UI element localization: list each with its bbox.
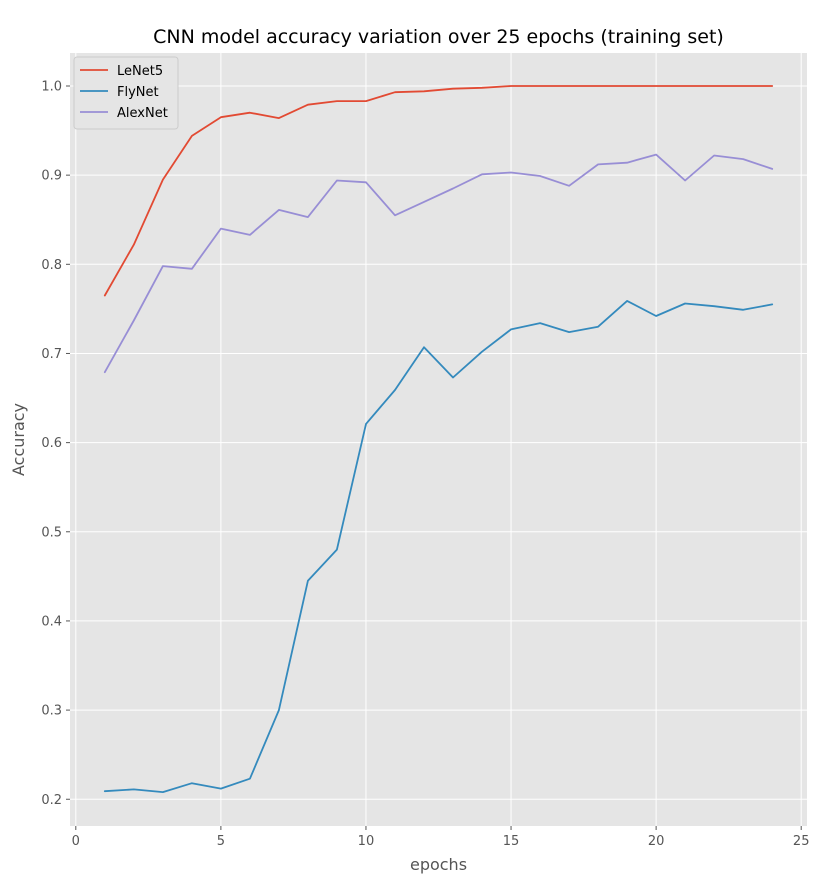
y-tick-label: 0.4 (41, 614, 62, 629)
x-tick-label: 5 (217, 834, 225, 849)
series-line-alexnet (103, 153, 774, 374)
x-tick-label: 20 (648, 834, 665, 849)
y-tick-label: 0.8 (41, 258, 62, 273)
chart-title: CNN model accuracy variation over 25 epo… (153, 26, 724, 48)
y-tick-label: 0.5 (41, 525, 62, 540)
plot-area (70, 53, 807, 826)
x-tick-label: 0 (72, 834, 80, 849)
y-tick-label: 0.3 (41, 704, 62, 719)
x-tick-label: 10 (358, 834, 375, 849)
y-tick-label: 0.7 (41, 347, 62, 362)
legend: LeNet5 FlyNet AlexNet (73, 56, 179, 130)
series-line-flynet (103, 299, 774, 793)
series-line-lenet5 (103, 85, 774, 297)
legend-label: LeNet5 (117, 64, 163, 79)
y-tick-label: 0.6 (41, 436, 62, 451)
x-tick-label: 25 (793, 834, 810, 849)
series-lines (103, 85, 774, 793)
y-tick-label: 1.0 (41, 79, 62, 94)
y-tick-label: 0.9 (41, 169, 62, 184)
x-axis-label: epochs (410, 855, 467, 874)
axis-ticks: 0 5 10 15 20 25 0.2 0.3 0.4 0.5 0.6 0.7 0.8 0.9 1.0 (41, 79, 809, 849)
legend-box (73, 56, 179, 130)
y-axis-label: Accuracy (9, 403, 28, 476)
y-tick-label: 0.2 (41, 793, 62, 808)
legend-label: AlexNet (117, 106, 168, 121)
legend-label: FlyNet (117, 85, 159, 100)
x-tick-label: 15 (503, 834, 520, 849)
